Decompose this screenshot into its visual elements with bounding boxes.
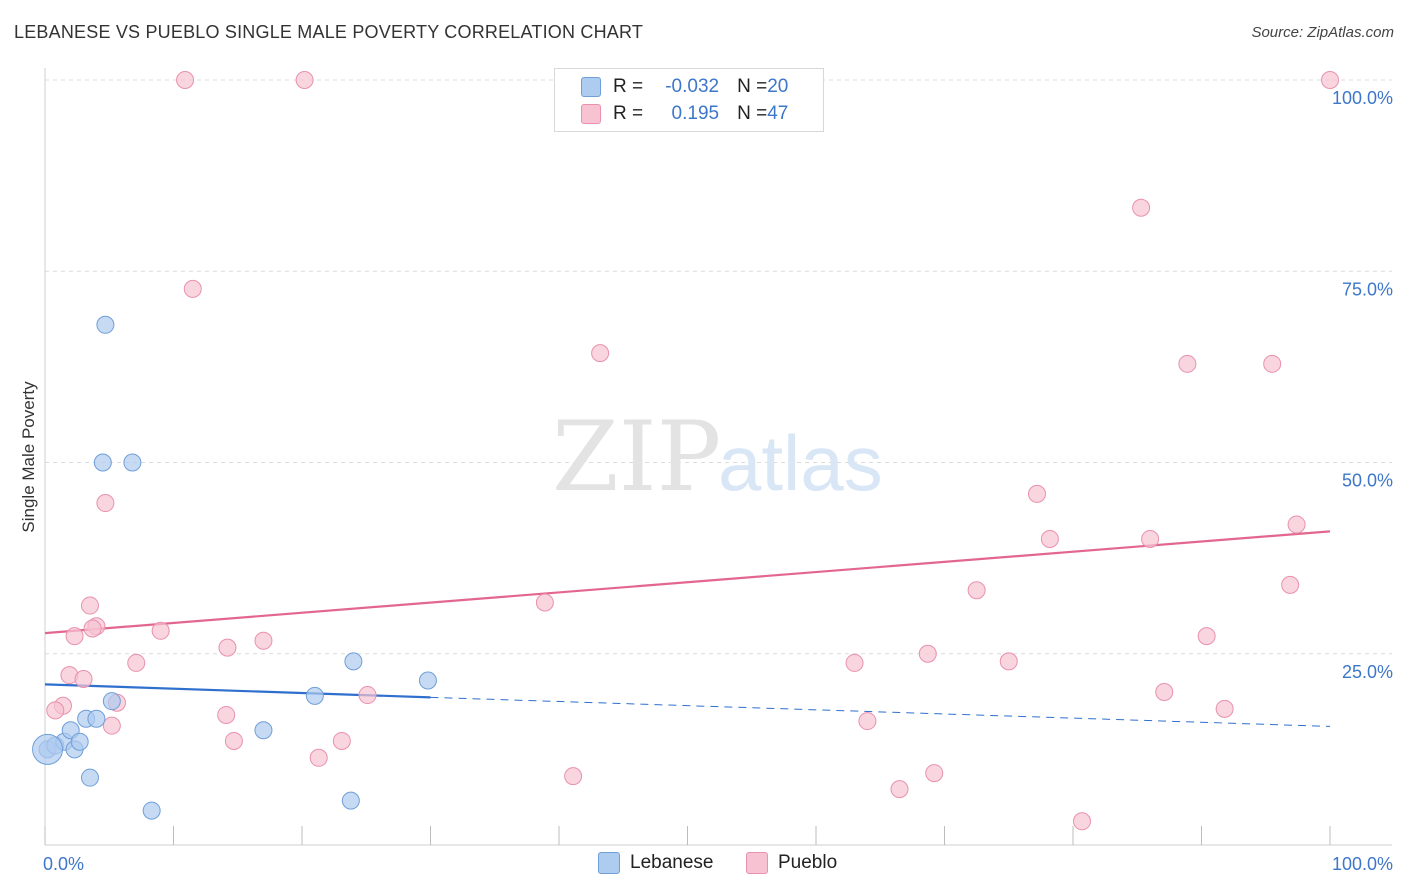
pueblo-point <box>1040 530 1059 548</box>
x-tick-label-max: 100.0% <box>1332 854 1393 874</box>
pueblo-swatch <box>581 104 601 124</box>
pueblo-point <box>1028 484 1047 503</box>
pueblo-point <box>151 621 170 640</box>
pueblo-point <box>83 619 102 638</box>
lebanese-point <box>123 453 142 472</box>
lebanese-swatch <box>581 77 601 97</box>
pueblo-point <box>1141 530 1160 548</box>
lebanese-point <box>70 732 89 751</box>
pueblo-point <box>1321 71 1339 89</box>
pueblo-point <box>1263 354 1282 373</box>
n-value: 20 <box>767 76 789 97</box>
pueblo-legend-label: Pueblo <box>778 852 838 873</box>
r-label: R = <box>613 76 644 97</box>
n-label: N = <box>737 76 768 97</box>
axes <box>44 68 1392 846</box>
pueblo-point <box>74 669 93 688</box>
pueblo-point <box>217 705 236 724</box>
pueblo-point <box>1215 699 1234 718</box>
pueblo-point <box>309 748 328 767</box>
lebanese-point <box>341 791 360 810</box>
lebanese-point <box>418 671 437 690</box>
pueblo-point <box>564 767 583 786</box>
pueblo-point <box>858 712 877 731</box>
lebanese-point <box>254 721 273 740</box>
legend-item-pueblo: Pueblo <box>746 852 837 874</box>
data-points <box>32 71 1339 831</box>
pueblo-point <box>127 653 146 672</box>
watermark-atlas: atlas <box>718 419 883 507</box>
x-tick-label-min: 0.0% <box>43 854 84 874</box>
legend-row-lebanese: R = -0.032 N = 20 <box>581 75 788 99</box>
watermark-zip: ZIP <box>552 401 721 513</box>
pueblo-point <box>1132 198 1151 217</box>
y-axis-label: Single Male Poverty <box>19 381 38 533</box>
pueblo-point <box>925 764 944 783</box>
pueblo-point <box>918 644 937 663</box>
lebanese-trend-extension <box>430 696 1331 727</box>
lebanese-point <box>80 768 99 787</box>
tick-labels: 25.0% 50.0% 75.0% 100.0% 0.0% 100.0% <box>43 88 1393 874</box>
gridlines <box>45 79 1392 655</box>
pueblo-point <box>591 344 610 363</box>
lebanese-point <box>93 453 112 472</box>
pueblo-point <box>102 716 121 735</box>
pueblo-point <box>999 652 1018 671</box>
trend-lines <box>44 530 1331 727</box>
lebanese-legend-swatch <box>598 852 620 874</box>
pueblo-point <box>183 279 202 298</box>
y-tick-label: 25.0% <box>1342 662 1393 682</box>
pueblo-point <box>358 686 377 705</box>
y-tick-label: 100.0% <box>1332 88 1393 108</box>
pueblo-point <box>218 638 237 657</box>
pueblo-point <box>890 780 909 799</box>
r-value: -0.032 <box>665 76 720 97</box>
stats-legend: R = -0.032 N = 20 R = 0.195 N = 47 <box>554 68 824 132</box>
lebanese-point <box>32 733 64 765</box>
pueblo-point <box>845 653 864 672</box>
lebanese-point <box>102 692 121 711</box>
pueblo-legend-swatch <box>746 852 768 874</box>
pueblo-point <box>295 71 314 89</box>
pueblo-point <box>224 731 243 750</box>
legend-row-pueblo: R = 0.195 N = 47 <box>581 102 788 126</box>
pueblo-point <box>1287 515 1306 534</box>
r-value: 0.195 <box>666 103 720 124</box>
zipatlas-watermark: ZIP atlas <box>552 401 883 513</box>
pueblo-point <box>96 494 115 513</box>
pueblo-point <box>80 596 99 615</box>
n-value: 47 <box>767 103 789 124</box>
pueblo-point <box>1197 627 1216 646</box>
r-label: R = <box>613 103 644 124</box>
lebanese-point <box>87 709 106 728</box>
lebanese-point <box>142 801 161 820</box>
legend-item-lebanese: Lebanese <box>598 852 713 874</box>
n-label: N = <box>737 103 768 124</box>
pueblo-point <box>65 627 84 646</box>
source-attribution: Source: ZipAtlas.com <box>1251 24 1394 41</box>
pueblo-point <box>1155 683 1174 701</box>
pueblo-trend-line <box>44 530 1331 635</box>
pueblo-point <box>176 71 195 89</box>
pueblo-point <box>1072 812 1091 831</box>
chart-title: LEBANESE VS PUEBLO SINGLE MALE POVERTY C… <box>14 22 644 42</box>
lebanese-point <box>96 315 115 334</box>
pueblo-point <box>1178 354 1197 373</box>
lebanese-point <box>344 652 363 671</box>
pueblo-point <box>967 581 986 600</box>
y-tick-label: 75.0% <box>1342 279 1393 299</box>
pueblo-point <box>535 593 554 612</box>
pueblo-point <box>254 631 273 650</box>
pueblo-point <box>332 731 351 750</box>
pueblo-point <box>1281 575 1300 594</box>
pueblo-point <box>46 701 65 720</box>
y-tick-label: 50.0% <box>1342 471 1393 491</box>
lebanese-point <box>305 686 324 705</box>
lebanese-legend-label: Lebanese <box>630 852 714 873</box>
